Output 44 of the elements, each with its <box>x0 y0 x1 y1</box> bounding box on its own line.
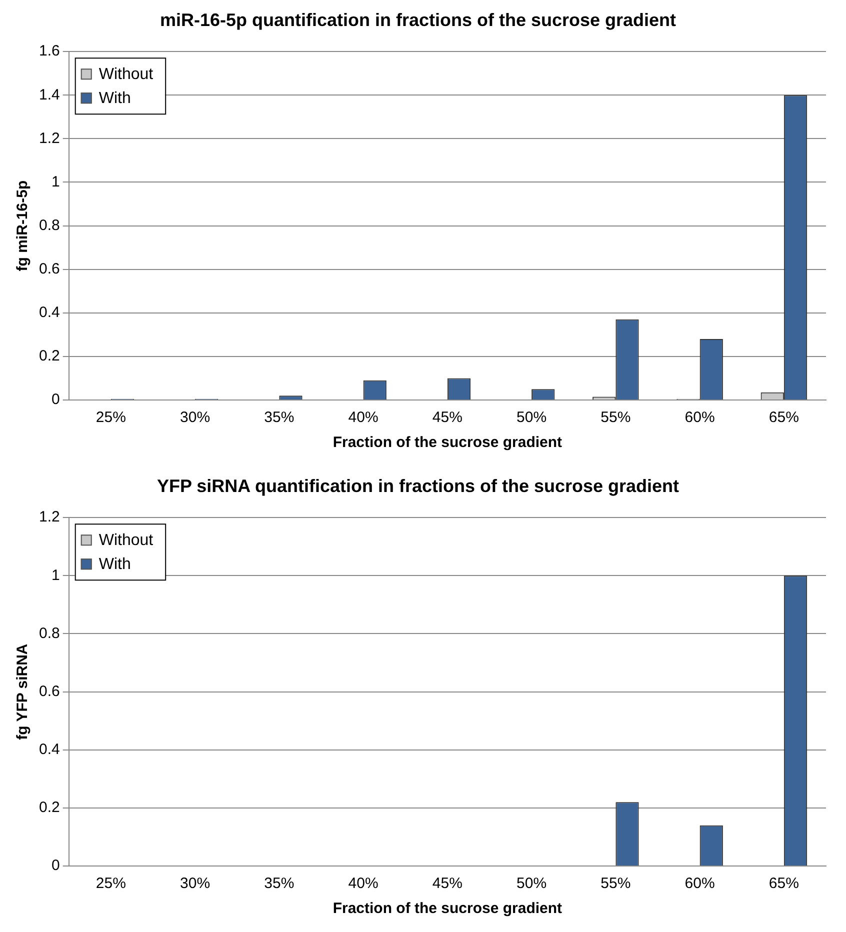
x-tick-label: 25% <box>96 409 126 426</box>
x-tick-label: 35% <box>264 409 294 426</box>
y-tick-label: 0.6 <box>38 682 60 700</box>
legend-label: Without <box>98 66 154 84</box>
x-axis-title: Fraction of the sucrose gradient <box>332 900 562 918</box>
y-tick-label: 1 <box>52 566 60 584</box>
x-tick-label: 30% <box>180 409 210 426</box>
y-tick-label: 0.2 <box>38 799 60 816</box>
x-tick-label: 50% <box>516 409 547 426</box>
x-tick-label: 65% <box>768 409 799 426</box>
x-axis-title: Fraction of the sucrose gradient <box>332 434 562 452</box>
x-tick-label: 60% <box>684 875 715 892</box>
y-tick-label: 0.6 <box>38 260 60 278</box>
x-tick-label: 40% <box>348 409 378 426</box>
legend-label: With <box>98 556 131 574</box>
x-tick-label: 60% <box>684 409 715 426</box>
y-tick-label: 0 <box>52 857 60 874</box>
y-tick-label: 1 <box>52 173 60 190</box>
y-axis-title: fg miR-16-5p <box>14 180 32 272</box>
x-tick-label: 45% <box>432 409 462 426</box>
x-tick-label: 30% <box>180 875 210 892</box>
x-tick-label: 40% <box>348 875 378 892</box>
chart-title: YFP siRNA quantification in fractions of the sucrose gradient <box>156 476 680 496</box>
y-axis-title: fg YFP siRNA <box>14 644 32 740</box>
x-tick-label: 50% <box>516 875 547 892</box>
y-tick-label: 0 <box>52 391 60 408</box>
y-tick-label: 0.2 <box>38 348 60 365</box>
legend-label: Without <box>98 532 154 550</box>
y-tick-label: 1.6 <box>38 42 60 60</box>
x-tick-label: 45% <box>432 875 462 892</box>
y-tick-label: 1.2 <box>38 508 60 526</box>
legend-label: With <box>98 90 131 108</box>
x-tick-label: 25% <box>96 875 126 892</box>
y-tick-label: 1.4 <box>38 86 60 104</box>
y-tick-label: 0.8 <box>38 216 60 234</box>
y-tick-label: 0.4 <box>38 304 60 322</box>
x-tick-label: 35% <box>264 875 294 892</box>
y-tick-label: 0.8 <box>38 624 60 642</box>
chart-title: miR-16-5p quantification in fractions of the sucrose gradient <box>160 10 676 30</box>
x-tick-label: 55% <box>600 875 631 892</box>
x-tick-label: 65% <box>768 875 799 892</box>
x-tick-label: 55% <box>600 409 631 426</box>
y-tick-label: 1.2 <box>38 130 60 147</box>
y-tick-label: 0.4 <box>38 741 60 758</box>
